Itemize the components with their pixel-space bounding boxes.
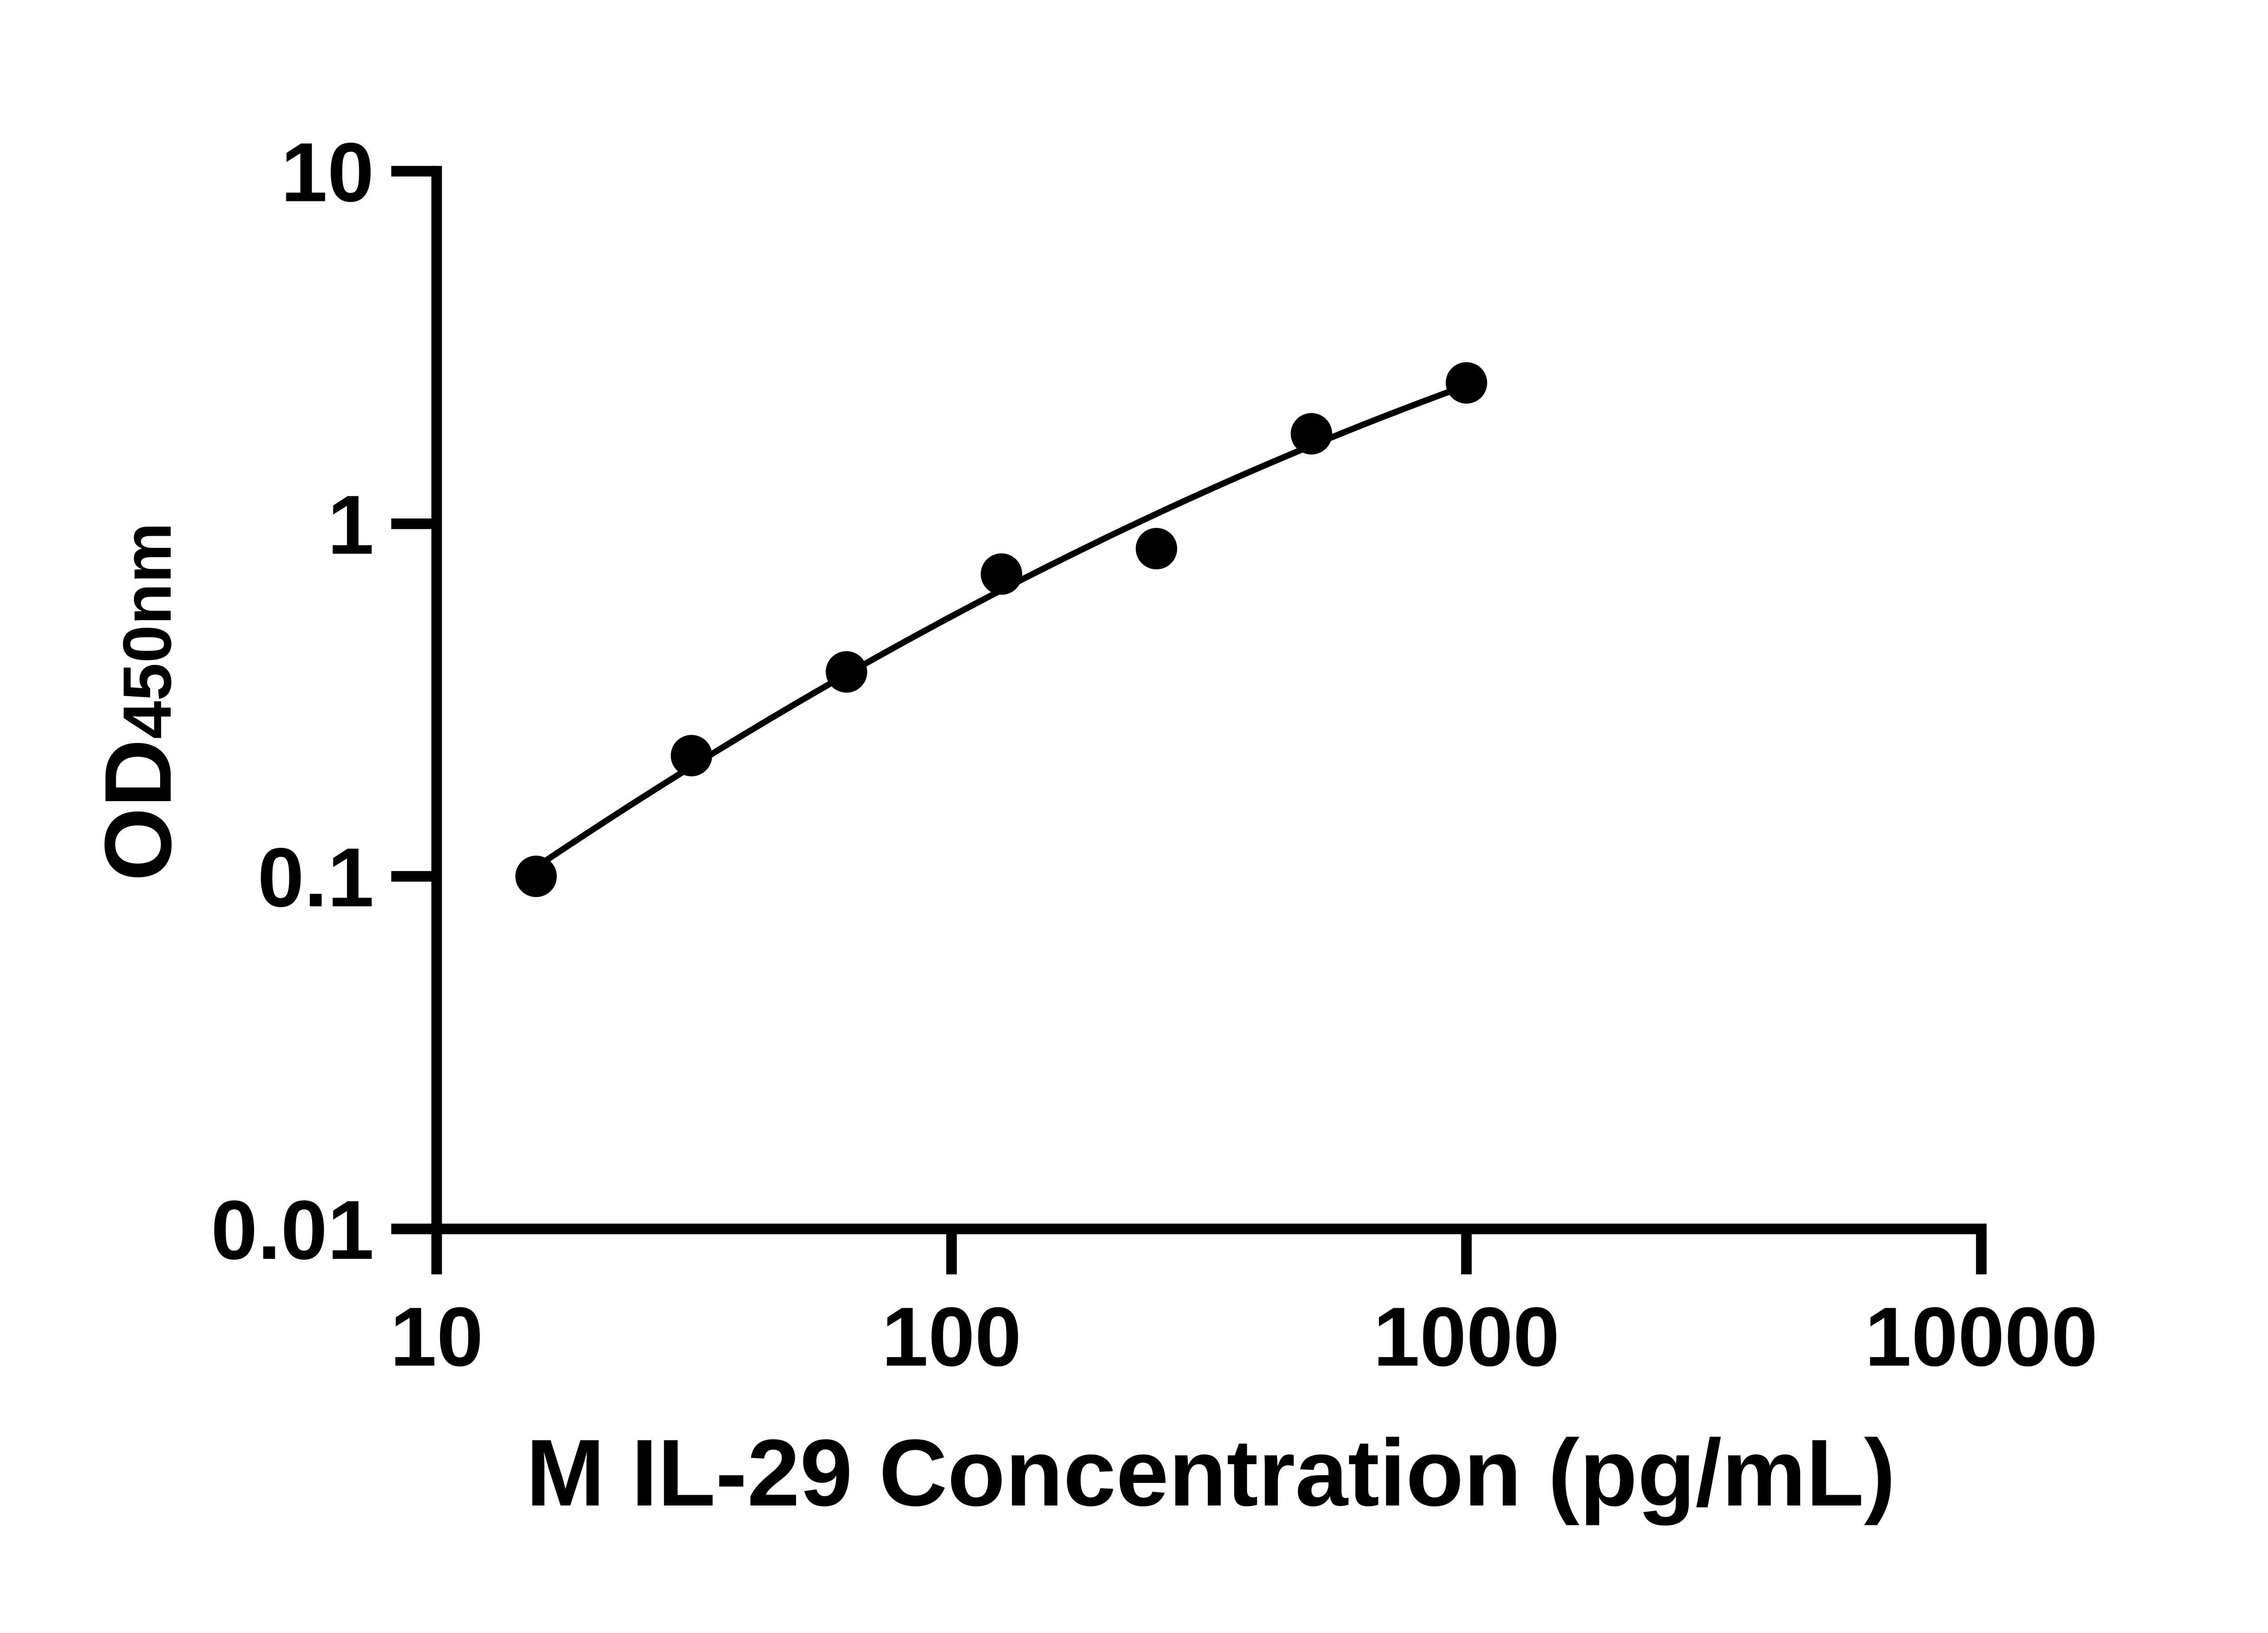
y-axis-title: OD450nm xyxy=(85,523,191,881)
y-tick-label: 1 xyxy=(327,479,374,572)
y-tick-label: 0.1 xyxy=(258,831,374,924)
y-axis-title-subscript: 450nm xyxy=(109,523,185,739)
data-point xyxy=(515,856,557,897)
data-point xyxy=(1446,362,1487,404)
data-point xyxy=(826,651,867,693)
fit-curve xyxy=(533,382,1470,870)
y-tick-label: 10 xyxy=(281,126,374,220)
x-tick-label: 10 xyxy=(390,1291,483,1384)
x-tick-label: 1000 xyxy=(1373,1291,1559,1384)
data-point xyxy=(981,553,1022,595)
data-point xyxy=(1135,528,1178,570)
x-tick-label: 100 xyxy=(882,1291,1022,1384)
x-axis-title: M IL-29 Concentration (pg/mL) xyxy=(526,1420,1895,1526)
y-tick-label: 0.01 xyxy=(211,1183,374,1277)
x-tick-label: 10000 xyxy=(1865,1291,2098,1384)
y-axis-title-main: OD xyxy=(85,739,191,881)
data-point xyxy=(1290,413,1332,455)
data-point xyxy=(670,735,713,777)
